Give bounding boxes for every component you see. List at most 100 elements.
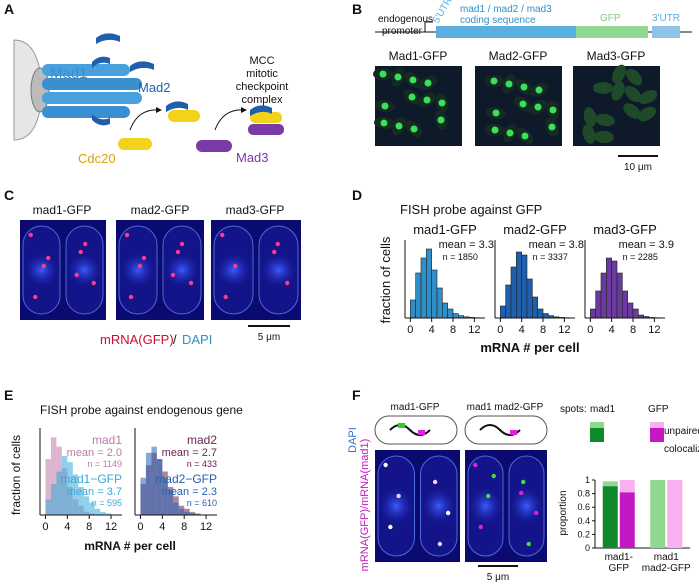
image-title: mad1-GFP bbox=[33, 203, 92, 217]
scale-bar-label: 5 μm bbox=[487, 572, 509, 583]
x-tick-label: 12 bbox=[648, 324, 660, 336]
annotation: n = 595 bbox=[92, 498, 122, 508]
histogram-bar bbox=[50, 483, 57, 515]
mad1-bar bbox=[42, 78, 142, 90]
annotation: mean = 2.7 bbox=[162, 447, 217, 459]
x-axis-label: mRNA # per cell bbox=[84, 539, 176, 553]
gfp-spot bbox=[521, 132, 529, 140]
spot bbox=[285, 280, 290, 286]
x-tick-label: 4 bbox=[609, 324, 615, 336]
utr3-label: 3'UTR bbox=[652, 13, 680, 24]
histogram-bar bbox=[505, 284, 512, 319]
bar-segment bbox=[619, 480, 635, 493]
spot bbox=[388, 524, 393, 530]
fish-images bbox=[375, 450, 547, 562]
gfp-spot bbox=[519, 100, 527, 108]
cdc20-shape bbox=[168, 110, 200, 122]
arrow bbox=[129, 109, 161, 131]
histogram-bar bbox=[632, 308, 639, 319]
cell bbox=[637, 106, 657, 122]
annotation: mean = 2.0 bbox=[67, 447, 122, 459]
bar-segment bbox=[619, 492, 635, 548]
x-tick-label: 12 bbox=[200, 521, 212, 533]
gfp-spot bbox=[535, 86, 543, 94]
x-tick-label: 0 bbox=[137, 521, 143, 533]
histogram-bar bbox=[442, 302, 448, 319]
histogram-bar bbox=[89, 502, 95, 515]
gfp-spot bbox=[379, 70, 387, 78]
nucleus bbox=[510, 487, 543, 525]
arrow-head bbox=[241, 107, 247, 113]
histogram-bar bbox=[447, 308, 454, 319]
spot bbox=[432, 479, 438, 485]
histogram-bar bbox=[50, 437, 57, 515]
x-tick-label: 0 bbox=[407, 324, 413, 336]
y-label-mrna: mRNA(GFP)/mRNA(mad1) bbox=[359, 439, 371, 572]
spot bbox=[74, 272, 79, 278]
spot bbox=[128, 294, 134, 300]
gfp-spot bbox=[424, 79, 432, 87]
gfp-spot bbox=[408, 93, 416, 101]
nucleus bbox=[469, 487, 502, 525]
spot bbox=[33, 294, 38, 300]
fish-images bbox=[20, 220, 301, 320]
gfp-spot bbox=[381, 102, 389, 110]
histogram-bar bbox=[94, 508, 101, 515]
mad3-shape bbox=[196, 140, 232, 152]
image-title: Mad2-GFP bbox=[489, 49, 548, 63]
histogram-bar bbox=[72, 474, 79, 515]
scale-bar-label: 10 μm bbox=[624, 162, 652, 173]
histogram-bar bbox=[516, 251, 522, 319]
gfp-spot bbox=[534, 103, 542, 111]
histogram-bar bbox=[162, 477, 168, 515]
histogram-bar bbox=[140, 477, 146, 515]
spot bbox=[124, 232, 130, 238]
legend-swatch bbox=[650, 428, 664, 442]
histogram-bar bbox=[452, 313, 459, 319]
cell bbox=[625, 68, 643, 86]
y-tick-label: 0.4 bbox=[577, 516, 590, 526]
x-tick-label: 8 bbox=[630, 324, 636, 336]
spot bbox=[396, 493, 401, 499]
bar-segment bbox=[667, 480, 683, 548]
spot bbox=[137, 263, 143, 269]
spot bbox=[41, 263, 46, 269]
histogram-bar bbox=[426, 248, 432, 319]
y-axis-label: proportion bbox=[558, 490, 569, 535]
cell-cartoon bbox=[464, 415, 548, 445]
series-label: mad2 bbox=[187, 433, 217, 447]
x-tick-label: mad1 bbox=[654, 552, 679, 563]
annotation: mean = 3.3 bbox=[439, 239, 494, 251]
histogram-bar bbox=[611, 260, 618, 319]
spot bbox=[141, 255, 147, 261]
histogram-bar bbox=[56, 471, 62, 515]
spot bbox=[220, 232, 225, 238]
cell bbox=[611, 81, 625, 101]
y-tick-label: 0.8 bbox=[577, 489, 590, 499]
histogram-bar bbox=[627, 302, 634, 319]
x-tick-label: 8 bbox=[181, 521, 187, 533]
caption-sep: / bbox=[173, 332, 177, 347]
legend-swatch bbox=[590, 428, 604, 442]
annotation: n = 2285 bbox=[623, 252, 658, 262]
annotation: mean = 3.9 bbox=[619, 239, 674, 251]
panel-label: F bbox=[352, 387, 361, 403]
panel-label: B bbox=[352, 1, 362, 17]
annotation: n = 1850 bbox=[443, 252, 478, 262]
spot bbox=[188, 280, 194, 286]
y-tick-label: 0 bbox=[585, 543, 590, 553]
nucleus bbox=[120, 253, 156, 287]
x-tick-label: 12 bbox=[468, 324, 480, 336]
image-title: Mad3-GFP bbox=[587, 49, 646, 63]
panel-label: D bbox=[352, 187, 362, 203]
panel-label: C bbox=[4, 187, 14, 203]
nucleus bbox=[379, 487, 414, 525]
histogram-bar bbox=[61, 455, 68, 515]
mad1-bar bbox=[42, 106, 130, 118]
coding-label: coding sequence bbox=[460, 15, 536, 26]
x-tick-label: mad1- bbox=[605, 552, 633, 563]
x-axis-label: mRNA # per cell bbox=[480, 340, 579, 355]
histogram-bar bbox=[156, 459, 163, 515]
chart-title: mad3-GFP bbox=[593, 222, 657, 237]
histogram-bar bbox=[537, 308, 544, 319]
